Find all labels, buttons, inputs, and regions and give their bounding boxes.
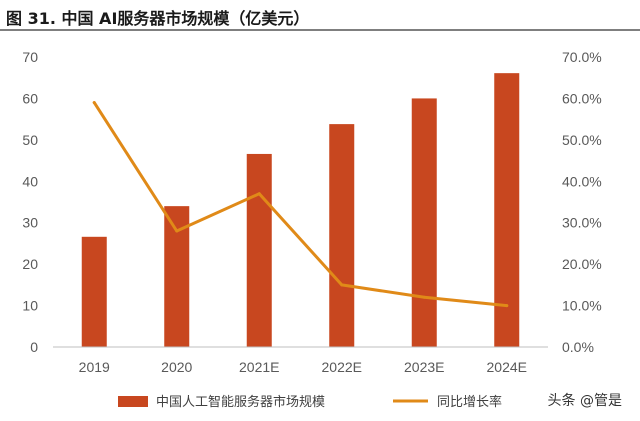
legend-bar-swatch: [118, 396, 148, 407]
title-bar: 图 31. 中国 AI服务器市场规模（亿美元）: [0, 0, 640, 31]
left-tick-label: 10: [22, 298, 38, 314]
title-divider: [0, 29, 640, 31]
legend: 中国人工智能服务器市场规模 同比增长率: [118, 394, 502, 410]
left-tick-label: 60: [22, 90, 38, 106]
growth-line: [92, 101, 509, 308]
left-tick-label: 50: [22, 132, 38, 148]
x-tick-label: 2024E: [487, 359, 527, 375]
right-tick-label: 10.0%: [562, 298, 602, 314]
legend-bar-label: 中国人工智能服务器市场规模: [156, 394, 325, 410]
x-tick-label: 2019: [79, 359, 110, 375]
right-tick-label: 0.0%: [562, 339, 594, 355]
growth-point: [92, 101, 96, 105]
bar: [81, 236, 107, 347]
left-tick-label: 0: [30, 339, 38, 355]
left-tick-label: 70: [22, 49, 38, 65]
right-tick-label: 20.0%: [562, 256, 602, 272]
right-tick-label: 60.0%: [562, 90, 602, 106]
x-tick-label: 2022E: [322, 359, 362, 375]
growth-point: [505, 304, 509, 308]
x-tick-label: 2020: [161, 359, 192, 375]
plot-area: 0 10 20 30 40 50 60 70 0.0% 10.0% 20.0% 30.0% 40.0% 5…: [22, 49, 601, 375]
legend-line-label: 同比增长率: [437, 394, 502, 410]
right-tick-label: 40.0%: [562, 173, 602, 189]
bar: [246, 153, 272, 347]
bar: [494, 73, 520, 348]
growth-point: [257, 192, 261, 196]
growth-point: [340, 283, 344, 287]
watermark: 头条 @管是: [543, 389, 626, 411]
left-tick-label: 40: [22, 173, 38, 189]
growth-point: [422, 295, 426, 299]
bar: [411, 98, 437, 347]
chart-title: 图 31. 中国 AI服务器市场规模（亿美元）: [6, 9, 310, 28]
bar: [329, 124, 355, 347]
x-tick-label: 2021E: [239, 359, 279, 375]
right-tick-label: 70.0%: [562, 49, 602, 65]
right-tick-label: 30.0%: [562, 215, 602, 231]
right-tick-label: 50.0%: [562, 132, 602, 148]
x-tick-label: 2023E: [404, 359, 444, 375]
growth-point: [175, 229, 179, 233]
left-tick-label: 30: [22, 215, 38, 231]
left-tick-label: 20: [22, 256, 38, 272]
